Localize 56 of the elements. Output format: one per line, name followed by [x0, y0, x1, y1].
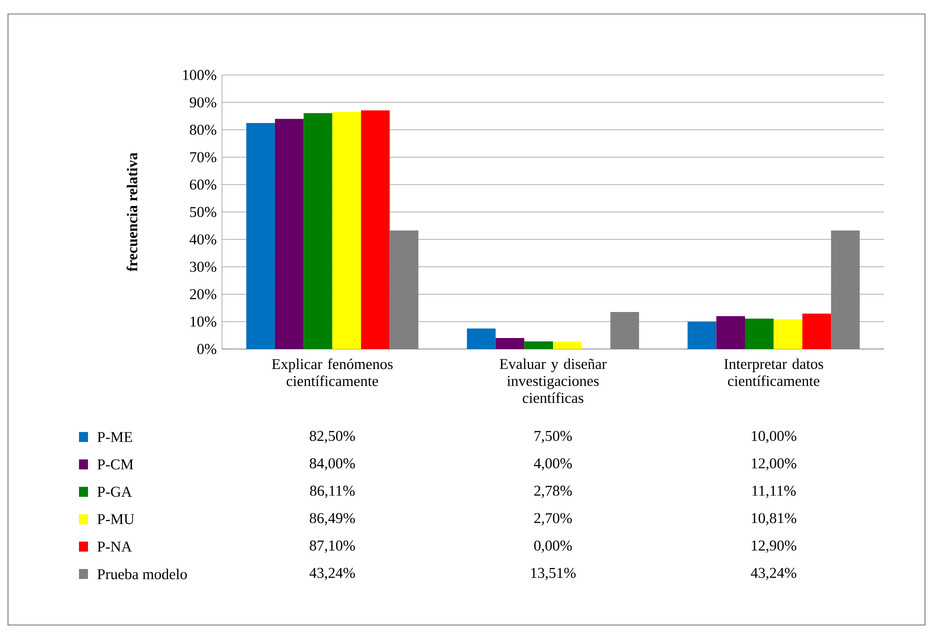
legend-label: P-GA	[97, 486, 132, 497]
data-label: 84,00%	[310, 458, 355, 471]
bar	[610, 312, 640, 350]
y-tick-label: 60%	[190, 180, 216, 190]
bar	[553, 342, 582, 350]
bar	[246, 122, 275, 350]
y-tick-label: 10%	[190, 316, 216, 327]
data-label: 13,51%	[531, 568, 576, 580]
y-tick-label: 50%	[190, 206, 216, 218]
bar	[304, 113, 332, 350]
y-tick-label: 90%	[190, 97, 216, 108]
y-tick-label: 40%	[190, 234, 216, 244]
bar	[390, 230, 418, 350]
y-axis-title: frecuencia relativa	[126, 152, 138, 272]
bar	[744, 318, 774, 350]
legend-label: P-CM	[97, 459, 134, 470]
y-tick-label: 20%	[190, 289, 216, 300]
data-label: 0,00%	[534, 540, 572, 553]
data-label: 10,00%	[752, 430, 796, 444]
data-label: 86,11%	[310, 486, 355, 498]
data-label: 12,00%	[752, 458, 796, 471]
data-label: 11,11%	[752, 486, 796, 498]
data-label: 82,50%	[310, 430, 355, 444]
x-tick-label: Evaluar y diseñar investigaciones científicas	[500, 358, 607, 404]
y-tick-label: 0%	[197, 344, 216, 354]
legend-label: P-MU	[97, 514, 134, 524]
bar	[774, 319, 802, 350]
legend-label: P-ME	[97, 432, 132, 442]
data-label: 10,81%	[752, 513, 796, 526]
legend-label: P-NA	[97, 542, 132, 552]
x-tick-label: Interpretar datos científicamente	[724, 358, 824, 386]
data-label: 87,10%	[310, 540, 355, 553]
y-tick-label: 70%	[190, 152, 216, 162]
data-label: 43,24%	[310, 568, 355, 580]
bar	[274, 118, 304, 350]
y-tick-label: 80%	[190, 124, 216, 135]
bar	[716, 316, 745, 350]
y-tick-label: 30%	[190, 262, 216, 272]
bar	[831, 230, 860, 350]
data-label: 2,78%	[534, 486, 572, 498]
legend-label: Prueba modelo	[97, 568, 187, 580]
bar	[688, 322, 716, 350]
y-tick-label: 100%	[183, 70, 216, 80]
data-label: 43,24%	[750, 568, 796, 580]
bar	[361, 110, 390, 350]
x-tick-label: Explicar fenómenos científicamente	[272, 358, 393, 386]
bar	[496, 338, 524, 350]
data-label: 4,00%	[534, 458, 572, 471]
bar	[524, 341, 554, 350]
data-label: 86,49%	[310, 513, 355, 526]
data-label: 12,90%	[752, 540, 796, 553]
bar	[332, 112, 362, 350]
bar	[802, 314, 832, 350]
data-label: 2,70%	[534, 513, 572, 526]
data-label: 7,50%	[534, 430, 572, 444]
bar	[466, 328, 496, 350]
